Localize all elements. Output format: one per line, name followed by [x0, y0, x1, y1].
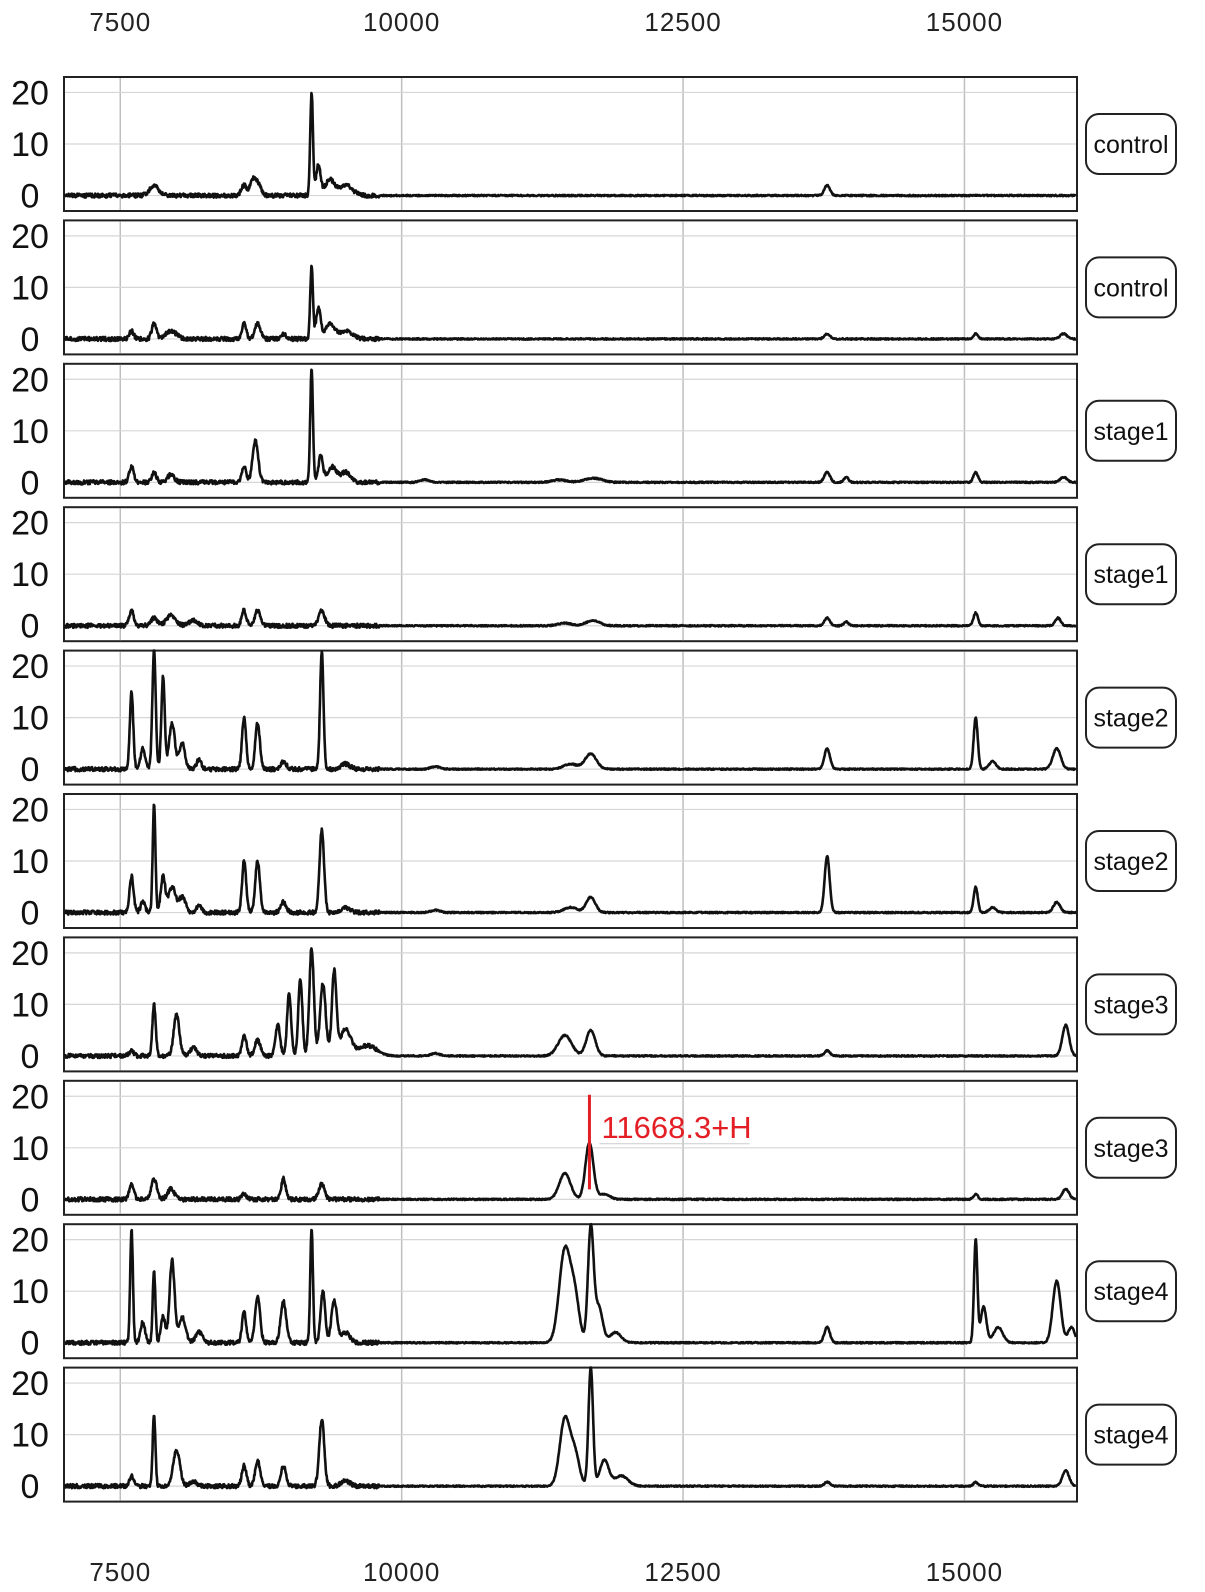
lane-label-box — [1085, 399, 1177, 462]
lane-label-box — [1085, 256, 1177, 319]
spectrum-trace — [63, 1366, 1077, 1490]
spectrum-trace — [63, 264, 1077, 343]
top-x-axis: 7500 10000 12500 15000 — [89, 7, 1003, 37]
bottom-x-tick-label: 15000 — [926, 1557, 1003, 1587]
bottom-x-tick-label: 12500 — [644, 1557, 721, 1587]
lane-label-box — [1085, 113, 1177, 175]
lane-label: stage4 — [1093, 1278, 1168, 1306]
y-tick-label: 20 — [11, 505, 49, 543]
bottom-x-axis: 7500 10000 12500 15000 — [89, 1557, 1003, 1587]
y-tick-label: 20 — [11, 935, 49, 973]
y-tick-label: 10 — [11, 413, 49, 451]
y-tick-label: 10 — [11, 269, 49, 307]
y-tick-label: 0 — [21, 608, 40, 646]
y-tick-label: 0 — [21, 895, 40, 933]
y-tick-label: 10 — [11, 1417, 49, 1455]
spectrum-trace — [63, 368, 1077, 486]
spectrum-lane: 20 10 0 stage3 11668.3+H — [11, 1078, 1177, 1219]
lane-label-box — [1085, 686, 1177, 749]
spectrum-lane: 20 10 0 stage2 — [11, 648, 1177, 789]
y-tick-label: 10 — [11, 126, 49, 164]
y-tick-label: 10 — [11, 1273, 49, 1311]
spectrum-trace — [64, 1222, 1078, 1347]
y-tick-label: 20 — [11, 791, 49, 829]
y-tick-label: 20 — [11, 1365, 49, 1403]
spectrum-lane: 20 10 0 control — [11, 218, 1177, 359]
bottom-x-tick-label: 10000 — [363, 1557, 440, 1587]
y-tick-label: 10 — [11, 986, 49, 1024]
y-tick-label: 20 — [11, 648, 49, 686]
y-tick-label: 10 — [11, 700, 49, 738]
lane-label: control — [1093, 131, 1168, 159]
spectrum-trace — [63, 1141, 1077, 1203]
y-tick-label: 10 — [11, 1130, 49, 1168]
y-tick-label: 0 — [21, 321, 40, 359]
spectrum-lane: 20 10 0 stage3 — [11, 935, 1177, 1076]
y-tick-label: 0 — [21, 1038, 40, 1076]
spectrum-trace — [63, 607, 1077, 630]
y-tick-label: 0 — [21, 1468, 40, 1506]
spectrum-lane: 20 10 0 stage2 — [11, 791, 1177, 933]
spectrum-trace — [63, 649, 1077, 773]
y-tick-label: 20 — [11, 1078, 49, 1116]
y-tick-label: 0 — [21, 464, 40, 502]
lane-label-box — [1085, 1403, 1177, 1466]
y-tick-label: 0 — [21, 178, 40, 216]
lane-label-box — [1085, 1116, 1177, 1179]
lane-label-box — [1085, 830, 1177, 892]
y-tick-label: 10 — [11, 556, 49, 594]
spectrum-lane: 20 10 0 stage1 — [11, 505, 1177, 646]
y-tick-label: 0 — [21, 751, 40, 789]
spectrum-trace — [63, 91, 1077, 199]
spectrum-lane: 20 10 0 stage4 — [11, 1222, 1177, 1363]
spectrum-lane: 20 10 0 control — [11, 74, 1177, 216]
lane-label: stage3 — [1093, 991, 1168, 1019]
lane-label-box — [1085, 1260, 1177, 1323]
lane-label: stage1 — [1093, 418, 1168, 446]
top-x-tick-label: 12500 — [644, 7, 721, 37]
spectrum-lanes: 20 10 0 control 20 10 0 control 20 10 0 stage1 20 10 0… — [11, 74, 1177, 1506]
spectrum-trace — [63, 947, 1077, 1060]
lane-label-box — [1085, 543, 1177, 606]
spectrum-trace — [63, 803, 1077, 916]
y-tick-label: 0 — [21, 1325, 40, 1363]
spectrum-lane: 20 10 0 stage1 — [11, 361, 1177, 502]
top-x-tick-label: 15000 — [926, 7, 1003, 37]
y-tick-label: 0 — [21, 1181, 40, 1219]
spectrum-lane: 20 10 0 stage4 — [11, 1365, 1177, 1506]
lane-label: stage3 — [1093, 1135, 1168, 1163]
lane-label: stage1 — [1093, 561, 1168, 589]
y-tick-label: 10 — [11, 843, 49, 881]
lane-label-box — [1085, 973, 1177, 1036]
lane-label: stage2 — [1093, 848, 1168, 876]
bottom-x-tick-label: 7500 — [89, 1557, 151, 1587]
top-x-tick-label: 10000 — [363, 7, 440, 37]
annotation-label: 11668.3+H — [601, 1110, 751, 1145]
y-tick-label: 20 — [11, 361, 49, 399]
lane-label: control — [1093, 274, 1168, 302]
lane-label: stage4 — [1093, 1422, 1168, 1450]
y-tick-label: 20 — [11, 1222, 49, 1260]
lane-label: stage2 — [1093, 705, 1168, 733]
y-tick-label: 20 — [11, 74, 49, 112]
top-x-tick-label: 7500 — [89, 7, 151, 37]
y-tick-label: 20 — [11, 218, 49, 256]
